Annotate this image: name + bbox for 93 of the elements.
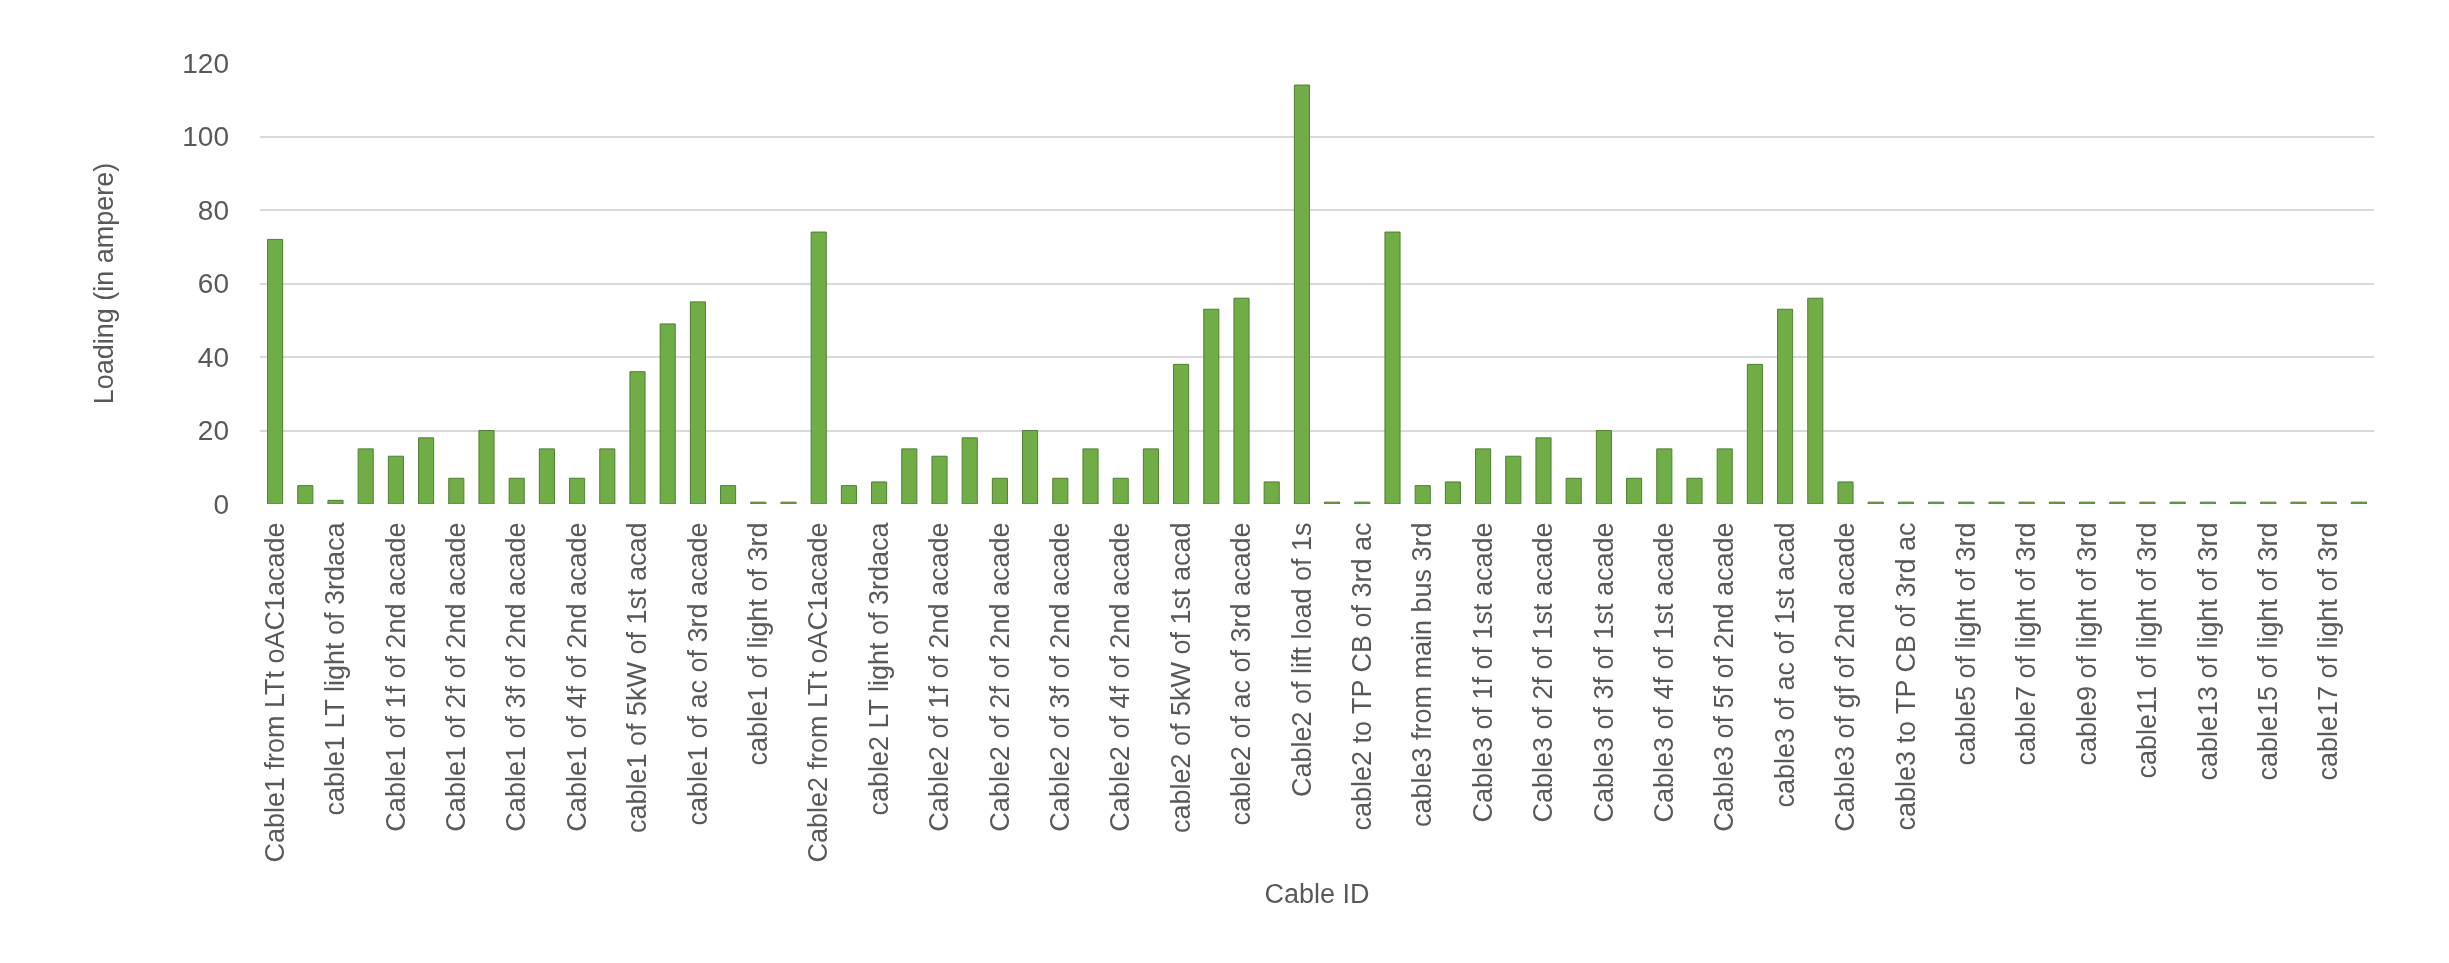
y-tick-label: 80 [197,194,229,226]
bar [1505,455,1522,504]
bar [1716,448,1733,504]
x-tick-label: cable13 of light of 3rd [2192,522,2223,781]
bar [1444,481,1461,504]
x-tick-label: cable3 to TP CB of 3rd ac [1890,522,1921,831]
bar [1082,448,1099,504]
bar [689,301,706,504]
bar [1626,477,1643,504]
bar [810,231,827,504]
x-tick-label: Cable2 of 3f of 2nd acade [1045,522,1076,832]
x-tick-label: Cable2 from LTt oAC1acade [803,522,834,863]
x-axis-title: Cable ID [1264,878,1370,909]
bar [1414,485,1431,504]
bar [1746,363,1763,504]
bar [1203,308,1220,504]
x-tick-label: cable1 of 5kW of 1st acad [622,522,653,834]
bar [720,485,737,504]
bar [840,485,857,504]
bar [1837,481,1854,504]
bar [267,238,284,504]
bar [961,437,978,504]
x-tick-label: cable2 of 5kW of 1st acad [1165,522,1196,834]
x-tick-label: cable9 of light of 3rd [2071,522,2102,766]
y-tick-label: 120 [182,47,229,79]
x-tick-label: Cable2 of 1f of 2nd acade [924,522,955,832]
y-tick-label: 0 [213,488,229,520]
bar [1535,437,1552,504]
bar [1777,308,1794,504]
x-tick-label: Cable1 of 3f of 2nd acade [501,522,532,832]
x-tick-label: Cable1 of 4f of 2nd acade [561,522,592,832]
y-tick-label: 20 [197,415,229,447]
bar [387,455,404,504]
bar [901,448,918,504]
bar [1233,297,1250,504]
bar [659,323,676,504]
x-tick-label: Cable1 of 2f of 2nd acade [441,522,472,832]
x-tick-label: Cable3 of 1f of 1st acade [1467,522,1498,823]
bar [931,455,948,504]
x-tick-label: cable1 of ac of 3rd acade [682,522,713,826]
bar [1565,477,1582,504]
bar [1142,448,1159,504]
bar [1595,430,1612,504]
bar [599,448,616,504]
x-tick-label: cable2 to TP CB of 3rd ac [1347,522,1378,831]
bar [448,477,465,504]
bar [297,485,314,504]
bar [569,477,586,504]
x-tick-label: cable5 of light of 3rd [1951,522,1982,766]
x-tick-label: cable11 of light of 3rd [2132,522,2163,779]
x-tick-label: Cable2 of 4f of 2nd acade [1105,522,1136,832]
bar [1656,448,1673,504]
x-tick-label: Cable3 of 5f of 2nd acade [1709,522,1740,832]
x-tick-label: cable2 LT light of 3rdaca [863,521,894,816]
bar [629,371,646,504]
y-tick-label: 100 [182,121,229,153]
x-tick-label: cable7 of light of 3rd [2011,522,2042,766]
x-tick-label: cable17 of light of 3rd [2313,522,2344,781]
x-tick-label: Cable3 of 4f of 1st acade [1649,522,1680,823]
x-tick-label: Cable2 of 2f of 2nd acade [984,522,1015,832]
bar [1263,481,1280,504]
x-tick-label: cable2 of ac of 3rd acade [1226,522,1257,826]
bar [327,499,344,504]
x-tick-label: Cable3 of gf of 2nd acade [1830,522,1861,832]
bar [1052,477,1069,504]
x-tick-label: Cable2 of lift load of 1s [1286,522,1317,798]
x-tick-label: Cable3 of 2f of 1st acade [1528,522,1559,823]
x-tick-label: Cable1 from LTt oAC1acade [259,522,290,863]
bar [1022,430,1039,504]
bar [357,448,374,504]
x-tick-label: cable15 of light of 3rd [2253,522,2284,781]
bar [1807,297,1824,504]
x-tick-label: cable3 from main bus 3rd [1407,522,1438,828]
y-tick-label: 60 [197,268,229,300]
bar [538,448,555,504]
bar [508,477,525,504]
bar [418,437,435,504]
bar [991,477,1008,504]
bar [1686,477,1703,504]
bar [1293,84,1310,504]
y-tick-label: 40 [197,341,229,373]
x-tick-label: cable1 LT light of 3rdaca [320,521,351,816]
bar [871,481,888,504]
y-axis-title: Loading (in ampere) [89,162,120,405]
bar [478,430,495,504]
x-tick-label: cable3 of ac of 1st acad [1769,522,1800,808]
bar [1475,448,1492,504]
bar [1112,477,1129,504]
bar [1173,363,1190,504]
x-tick-label: cable1 of light of 3rd [743,522,774,766]
bar [1384,231,1401,504]
x-tick-label: Cable1 of 1f of 2nd acade [380,522,411,832]
x-tick-label: Cable3 of 3f of 1st acade [1588,522,1619,823]
